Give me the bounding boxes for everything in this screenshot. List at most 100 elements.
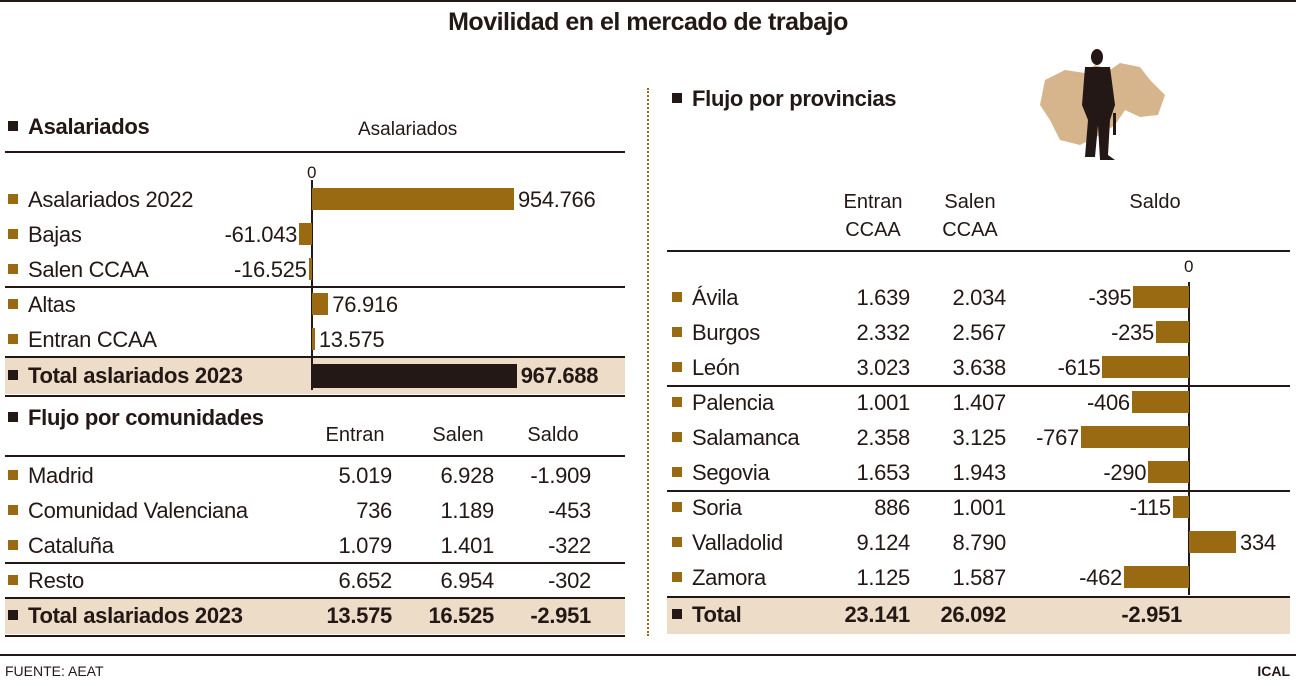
asalariados-heading-text: Asalariados	[28, 114, 150, 139]
salen-value: 3.638	[952, 355, 1006, 380]
bar-mark	[1123, 566, 1189, 588]
bar-mark	[312, 293, 329, 315]
salen-value: 1.001	[952, 495, 1006, 520]
salen-value: 1.587	[952, 565, 1006, 590]
category-label: Asalariados 2022	[28, 187, 194, 212]
column-header: Salen CCAA	[942, 191, 998, 241]
businessman-map-icon	[1040, 49, 1165, 160]
bullet-icon	[672, 397, 682, 408]
salen-value: 3.125	[952, 425, 1006, 450]
bullet-icon	[8, 575, 18, 586]
saldo-label: -235	[1111, 320, 1154, 345]
bar-mark	[1133, 286, 1189, 308]
saldo-label: -462	[1079, 565, 1122, 590]
category-row: Total aslariados 2023	[8, 358, 243, 393]
value-label: 967.688	[520, 363, 599, 388]
bullet-icon	[672, 362, 682, 373]
row-label: Madrid	[28, 463, 94, 488]
entran-value: 9.124	[856, 530, 910, 555]
bullet-icon	[672, 502, 682, 513]
saldo-label: -767	[1036, 425, 1079, 450]
category-label: Salen CCAA	[28, 257, 149, 282]
total-entran: 23.141	[844, 602, 911, 627]
cell-value: 6.954	[440, 568, 494, 593]
entran-value: 2.332	[856, 320, 910, 345]
divider	[5, 286, 625, 288]
table-row: Resto	[8, 563, 84, 598]
bottom-rule	[0, 654, 1296, 656]
total-label: Total	[692, 602, 742, 627]
bar-mark	[299, 223, 312, 245]
zero-axis	[1188, 282, 1190, 595]
total-salen: 26.092	[940, 602, 1007, 627]
row-label: Total aslariados 2023	[28, 603, 243, 628]
bullet-icon	[672, 467, 682, 478]
zero-axis	[311, 180, 313, 390]
province-row: Zamora	[672, 560, 766, 595]
category-row: Salen CCAA	[8, 252, 149, 287]
saldo-label: 334	[1240, 530, 1276, 555]
zero-label: 0	[1184, 257, 1194, 276]
province-row: Salamanca	[672, 420, 800, 455]
bar-mark	[1155, 321, 1189, 343]
cell-value: -1.909	[530, 463, 591, 488]
province-label: Salamanca	[692, 425, 800, 450]
bullet-icon	[672, 609, 682, 620]
cell-value: 6.928	[440, 463, 494, 488]
bar-mark	[1131, 391, 1189, 413]
saldo-label: -395	[1088, 285, 1132, 310]
category-label: Altas	[28, 292, 76, 317]
cell-value: 16.525	[428, 603, 495, 628]
divider	[5, 356, 625, 358]
cell-value: -453	[548, 498, 591, 523]
bar-mark	[308, 258, 312, 280]
category-row: Asalariados 2022	[8, 182, 194, 217]
value-label: -16.525	[234, 257, 307, 282]
bullet-icon	[8, 194, 18, 205]
bullet-icon	[8, 229, 18, 240]
value-label: 13.575	[318, 327, 385, 352]
entran-value: 1.653	[856, 460, 910, 485]
cell-value: 6.652	[338, 568, 392, 593]
divider	[5, 455, 625, 457]
category-row: Entran CCAA	[8, 322, 157, 357]
bullet-icon	[672, 572, 682, 583]
cell-value: 1.401	[440, 533, 494, 558]
province-label: Segovia	[692, 460, 770, 485]
bullet-icon	[8, 470, 18, 481]
entran-value: 886	[874, 495, 910, 520]
table-row: Cataluña	[8, 528, 114, 563]
saldo-label: -290	[1103, 460, 1147, 485]
saldo-label: -615	[1057, 355, 1101, 380]
category-label: Bajas	[28, 222, 82, 247]
entran-value: 1.639	[856, 285, 910, 310]
province-row: Soria	[672, 490, 742, 525]
entran-value: 1.125	[856, 565, 910, 590]
page-title: Movilidad en el mercado de trabajo	[448, 8, 848, 36]
province-label: León	[692, 355, 740, 380]
divider	[667, 490, 1290, 492]
bullet-icon	[672, 327, 682, 338]
bar-mark	[1148, 461, 1189, 483]
bar-mark	[1081, 426, 1189, 448]
value-label: -61.043	[224, 222, 298, 247]
cell-value: 1.079	[338, 533, 392, 558]
province-label: Burgos	[692, 320, 760, 345]
province-row: León	[672, 350, 740, 385]
column-header: Entran	[325, 424, 385, 446]
column-header: Saldo	[1129, 191, 1181, 213]
total-saldo: -2.951	[1121, 602, 1182, 627]
province-label: Soria	[692, 495, 742, 520]
bullet-icon	[8, 412, 18, 423]
bullet-icon	[8, 610, 18, 621]
panel-separator	[647, 88, 649, 636]
salen-value: 1.407	[952, 390, 1006, 415]
category-row: Bajas	[8, 217, 82, 252]
cell-value: -2.951	[530, 603, 591, 628]
chart-label: Asalariados	[358, 119, 458, 140]
column-header: Saldo	[527, 424, 579, 446]
cell-value: 13.575	[326, 603, 393, 628]
salen-value: 2.034	[952, 285, 1006, 310]
divider	[5, 151, 625, 153]
bullet-icon	[672, 432, 682, 443]
